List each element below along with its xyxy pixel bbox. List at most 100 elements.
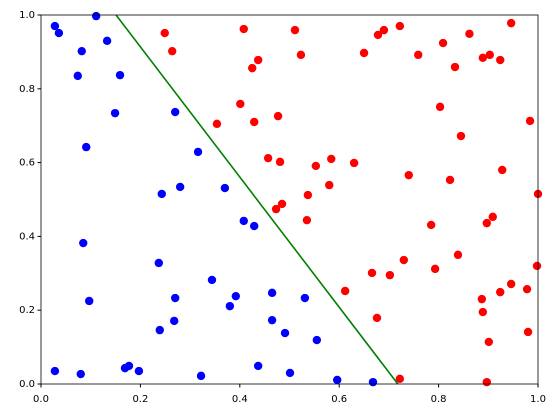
x-tick-label: 0.0 xyxy=(33,394,49,405)
point xyxy=(290,25,300,35)
point xyxy=(395,21,405,31)
point xyxy=(253,55,263,65)
point xyxy=(300,293,310,303)
x-tick-label: 0.8 xyxy=(431,394,447,405)
point xyxy=(465,29,474,39)
line xyxy=(115,14,399,385)
point xyxy=(280,328,290,338)
point xyxy=(102,36,112,46)
point xyxy=(488,212,497,222)
point xyxy=(327,154,336,164)
point xyxy=(154,258,163,268)
point xyxy=(239,24,248,34)
point xyxy=(532,261,542,271)
point xyxy=(477,294,487,304)
point xyxy=(160,28,169,38)
point xyxy=(50,366,60,376)
point xyxy=(438,38,448,48)
point xyxy=(73,71,82,81)
point xyxy=(482,218,492,228)
point xyxy=(426,220,436,230)
point xyxy=(368,377,378,387)
point xyxy=(367,268,377,278)
point xyxy=(359,48,369,58)
y-tick-label: 0.0 xyxy=(19,379,35,390)
plot-frame xyxy=(40,14,539,385)
point xyxy=(523,327,533,337)
point xyxy=(79,238,88,248)
point xyxy=(385,270,395,280)
point xyxy=(450,62,460,72)
y-tick-label: 0.4 xyxy=(19,231,35,242)
point xyxy=(236,99,245,109)
point xyxy=(498,165,507,175)
point xyxy=(496,287,505,297)
point xyxy=(333,375,342,385)
point xyxy=(250,221,259,231)
y-tick-label: 0.8 xyxy=(19,84,35,95)
point xyxy=(77,46,86,56)
point xyxy=(379,25,389,35)
point xyxy=(296,50,306,60)
point xyxy=(170,293,180,303)
point xyxy=(239,216,248,226)
x-tick-label: 0.6 xyxy=(331,394,347,405)
point xyxy=(168,46,177,56)
x-tick-label: 0.2 xyxy=(132,394,148,405)
point xyxy=(325,180,334,190)
point xyxy=(311,161,321,171)
point xyxy=(285,368,295,378)
point xyxy=(478,307,488,317)
y-tick-label: 0.2 xyxy=(19,305,35,316)
point xyxy=(82,142,91,152)
point xyxy=(506,279,516,289)
point xyxy=(267,288,277,298)
point xyxy=(248,63,257,73)
point xyxy=(170,107,180,117)
point xyxy=(349,158,359,168)
point xyxy=(212,119,222,129)
point xyxy=(482,377,492,387)
point xyxy=(115,70,125,80)
point xyxy=(404,170,413,180)
point xyxy=(110,108,120,118)
point xyxy=(76,369,85,379)
point xyxy=(478,53,488,63)
point xyxy=(395,374,405,384)
x-tick-label: 1.0 xyxy=(530,394,546,405)
point xyxy=(373,30,383,40)
point xyxy=(54,28,64,38)
point xyxy=(155,325,164,335)
point xyxy=(253,361,263,371)
point xyxy=(430,264,440,274)
y-tick-label: 1.0 xyxy=(19,10,35,21)
y-tick-label: 0.6 xyxy=(19,158,35,169)
point xyxy=(157,189,166,199)
point xyxy=(50,21,60,31)
point xyxy=(506,18,516,28)
point xyxy=(250,117,259,127)
point xyxy=(220,183,230,193)
point xyxy=(399,255,409,265)
x-tick-label: 0.4 xyxy=(232,394,248,405)
point xyxy=(414,50,423,60)
point xyxy=(267,315,277,325)
point xyxy=(303,190,313,200)
point xyxy=(453,250,463,260)
point xyxy=(134,366,144,376)
point xyxy=(271,204,281,214)
point xyxy=(372,313,382,323)
point xyxy=(484,337,493,347)
point xyxy=(124,361,134,371)
point xyxy=(85,296,94,306)
point xyxy=(225,301,235,311)
point xyxy=(273,111,283,121)
point xyxy=(456,131,466,141)
point xyxy=(445,175,455,185)
point xyxy=(302,215,312,225)
point xyxy=(193,147,203,157)
point xyxy=(175,182,185,192)
point xyxy=(277,199,287,209)
